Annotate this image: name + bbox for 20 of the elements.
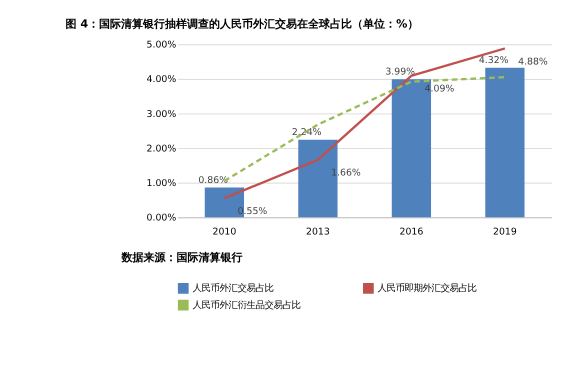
- y-tick-label: 1.00%: [146, 178, 176, 189]
- chart-title: 图 4：国际清算银行抽样调查的人民币外汇交易在全球占比（单位：%）: [65, 17, 418, 30]
- y-tick-label: 4.00%: [146, 74, 176, 86]
- legend-label: 人民币外汇交易占比: [192, 283, 274, 294]
- bar: [485, 68, 525, 218]
- y-tick-label: 3.00%: [146, 108, 176, 120]
- y-tick-label: 2.00%: [146, 143, 176, 154]
- y-tick-label: 0.00%: [146, 212, 176, 224]
- data-label: 0.86%: [198, 174, 228, 186]
- data-label: 4.88%: [518, 56, 548, 68]
- x-tick-label: 2013: [306, 226, 330, 238]
- legend-label: 人民币即期外汇交易占比: [378, 283, 477, 294]
- x-tick-label: 2010: [212, 226, 236, 238]
- source-note: 数据来源：国际清算银行: [120, 251, 243, 264]
- data-label: 3.99%: [385, 66, 416, 78]
- x-tick-label: 2019: [493, 226, 517, 238]
- x-tick-label: 2016: [400, 226, 424, 238]
- legend-label: 人民币外汇衍生品交易占比: [192, 300, 301, 311]
- data-label: 4.32%: [478, 55, 509, 66]
- y-tick-label: 5.00%: [146, 40, 176, 51]
